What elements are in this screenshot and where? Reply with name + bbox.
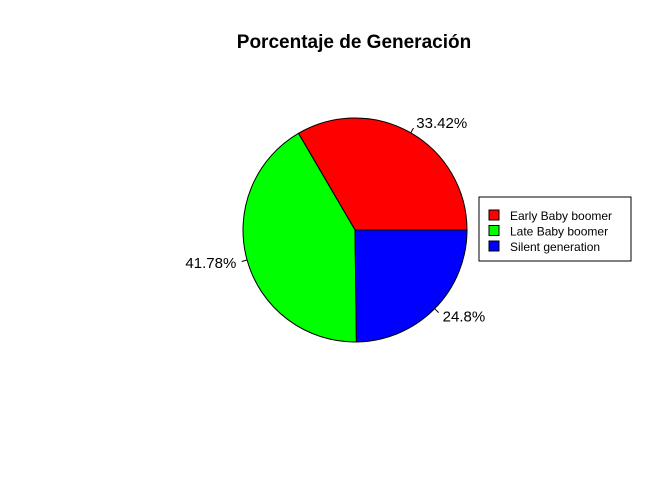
pie-slices bbox=[242, 117, 468, 343]
legend-label-3: Silent generation bbox=[510, 240, 600, 254]
slice-labels: 33.42% 41.78% 24.8% bbox=[185, 115, 485, 325]
legend: Early Baby boomer Late Baby boomerSilent … bbox=[478, 196, 632, 262]
pie-slice-2 bbox=[242, 132, 357, 343]
slice-label-2: 41.78% bbox=[185, 255, 236, 272]
slice-label-1: 33.42% bbox=[416, 115, 467, 132]
legend-swatch-1 bbox=[488, 209, 500, 221]
slice-label-tick-1 bbox=[410, 127, 414, 134]
legend-label-2: Late Baby boomer bbox=[510, 225, 608, 239]
legend-swatch-3 bbox=[488, 240, 500, 252]
slice-label-tick-3 bbox=[434, 308, 440, 313]
pie-slice-3 bbox=[354, 229, 468, 343]
legend-box bbox=[478, 196, 632, 262]
slice-label-tick-2 bbox=[241, 259, 248, 262]
chart-title: Porcentaje de Generación bbox=[237, 32, 471, 53]
slice-label-3: 24.8% bbox=[443, 309, 486, 326]
legend-swatch-2 bbox=[488, 225, 500, 236]
legend-label-1: Early Baby boomer bbox=[510, 209, 612, 223]
pie-slice-1 bbox=[297, 117, 468, 231]
